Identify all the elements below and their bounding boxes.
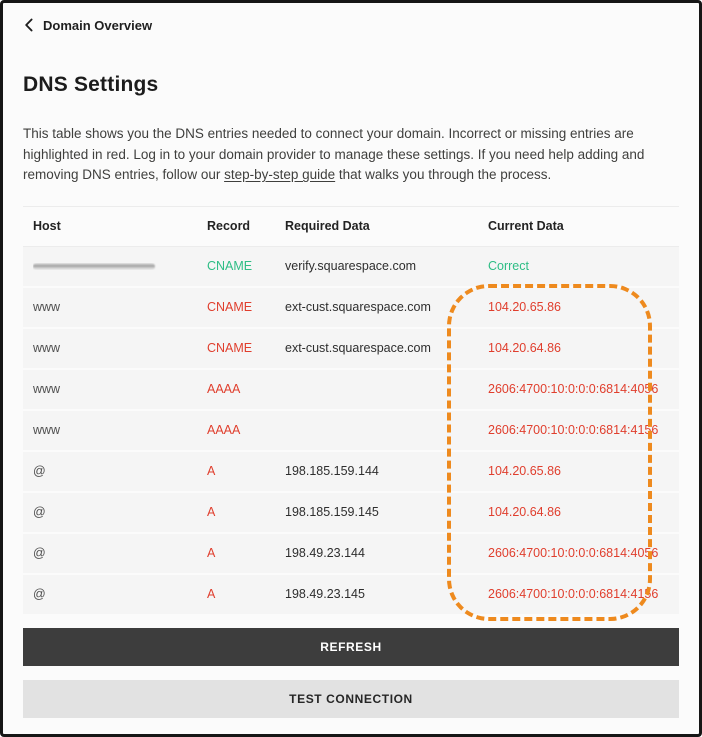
host-cell: www	[33, 382, 61, 396]
table-row: @ A 198.185.159.144 104.20.65.86	[23, 451, 679, 493]
table-row: @ A 198.185.159.145 104.20.64.86	[23, 492, 679, 534]
back-link-label: Domain Overview	[43, 17, 153, 33]
current-data-cell: 104.20.65.86	[488, 300, 561, 314]
dns-table-header: Host Record Required Data Current Data	[23, 205, 679, 247]
table-row: CNAME verify.squarespace.com Correct	[23, 246, 679, 288]
table-row: www AAAA 2606:4700:10:0:0:0:6814:4156	[23, 410, 679, 452]
redacted-host-bar	[33, 262, 155, 270]
required-data-cell: verify.squarespace.com	[285, 259, 417, 273]
record-cell: A	[207, 546, 216, 560]
host-cell: www	[33, 300, 61, 314]
refresh-button[interactable]: REFRESH	[23, 627, 679, 666]
record-cell: AAAA	[207, 423, 241, 437]
required-data-cell: 198.49.23.144	[285, 546, 365, 560]
description-part1: This table shows you the DNS entries nee…	[23, 126, 645, 182]
current-data-cell: 2606:4700:10:0:0:0:6814:4056	[488, 546, 659, 560]
record-cell: AAAA	[207, 382, 241, 396]
column-header-record: Record	[207, 219, 251, 233]
record-cell: CNAME	[207, 341, 253, 355]
chevron-left-icon	[23, 18, 35, 32]
table-row: @ A 198.49.23.145 2606:4700:10:0:0:0:681…	[23, 574, 679, 616]
host-cell: @	[33, 464, 46, 478]
host-cell: www	[33, 423, 61, 437]
current-data-cell: 2606:4700:10:0:0:0:6814:4056	[488, 382, 659, 396]
current-data-cell: 104.20.64.86	[488, 505, 561, 519]
description-part2: that walks you through the process.	[335, 167, 552, 182]
column-header-host: Host	[33, 219, 61, 233]
host-cell	[33, 262, 207, 270]
table-row: www CNAME ext-cust.squarespace.com 104.2…	[23, 287, 679, 329]
record-cell: A	[207, 587, 216, 601]
host-cell: @	[33, 546, 46, 560]
current-data-cell: 2606:4700:10:0:0:0:6814:4156	[488, 423, 659, 437]
current-data-cell: Correct	[488, 259, 529, 273]
back-link[interactable]: Domain Overview	[23, 15, 152, 35]
host-cell: @	[33, 505, 46, 519]
record-cell: CNAME	[207, 300, 253, 314]
required-data-cell: ext-cust.squarespace.com	[285, 300, 431, 314]
step-by-step-guide-link[interactable]: step-by-step guide	[224, 167, 336, 182]
current-data-cell: 104.20.65.86	[488, 464, 561, 478]
page-title: DNS Settings	[23, 73, 159, 96]
host-cell: @	[33, 587, 46, 601]
column-header-current-data: Current Data	[488, 219, 564, 233]
dns-table: Host Record Required Data Current Data C…	[23, 205, 679, 616]
required-data-cell: ext-cust.squarespace.com	[285, 341, 431, 355]
current-data-cell: 104.20.64.86	[488, 341, 561, 355]
test-connection-button[interactable]: TEST CONNECTION	[23, 679, 679, 718]
required-data-cell: 198.185.159.145	[285, 505, 379, 519]
record-cell: CNAME	[207, 259, 253, 273]
required-data-cell: 198.185.159.144	[285, 464, 379, 478]
table-row: www AAAA 2606:4700:10:0:0:0:6814:4056	[23, 369, 679, 411]
dns-table-body: CNAME verify.squarespace.com Correct www…	[23, 246, 679, 616]
required-data-cell: 198.49.23.145	[285, 587, 365, 601]
description-text: This table shows you the DNS entries nee…	[23, 124, 679, 186]
table-row: @ A 198.49.23.144 2606:4700:10:0:0:0:681…	[23, 533, 679, 575]
host-cell: www	[33, 341, 61, 355]
table-row: www CNAME ext-cust.squarespace.com 104.2…	[23, 328, 679, 370]
column-header-required-data: Required Data	[285, 219, 370, 233]
current-data-cell: 2606:4700:10:0:0:0:6814:4156	[488, 587, 659, 601]
record-cell: A	[207, 464, 216, 478]
record-cell: A	[207, 505, 216, 519]
